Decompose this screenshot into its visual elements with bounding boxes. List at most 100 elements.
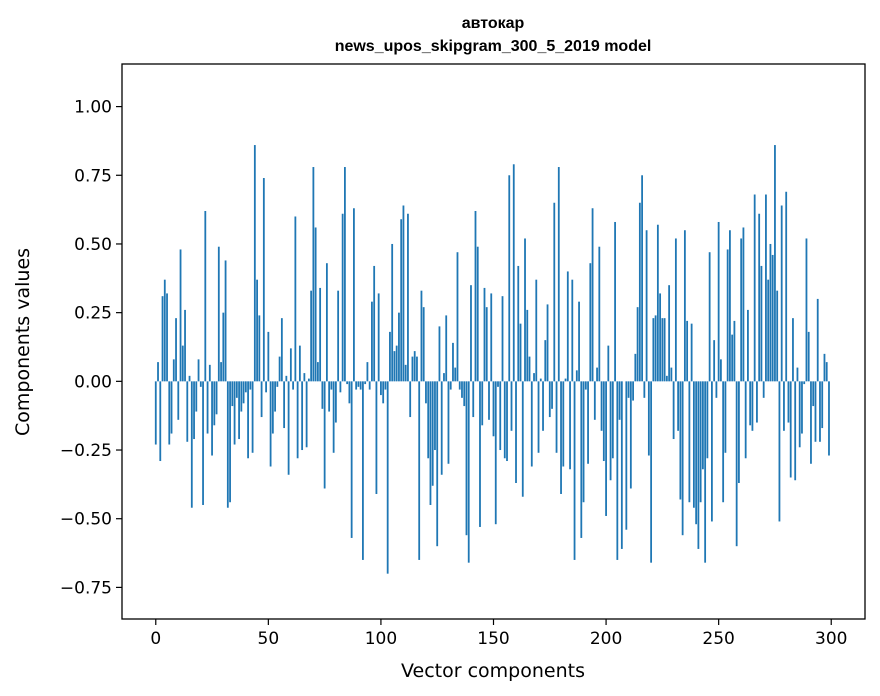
bar-32 bbox=[226, 381, 229, 508]
bar-106 bbox=[393, 351, 396, 382]
bar-29 bbox=[220, 362, 222, 382]
bar-276 bbox=[776, 290, 779, 382]
y-axis-ticks: 1.00 0.75 0.50 0.25 0.00 −0.25 −0.50 −0.75 bbox=[60, 98, 122, 598]
bar-246 bbox=[708, 252, 711, 382]
bar-105 bbox=[391, 243, 394, 382]
chart-title-line1: автокар bbox=[462, 15, 525, 32]
bar-12 bbox=[181, 345, 184, 382]
bar-227 bbox=[665, 375, 668, 382]
bar-110 bbox=[402, 205, 405, 382]
bar-90 bbox=[357, 381, 360, 387]
bar-182 bbox=[564, 378, 567, 382]
bar-214 bbox=[636, 307, 639, 382]
bar-171 bbox=[539, 378, 542, 382]
bar-10 bbox=[177, 381, 180, 420]
bar-159 bbox=[512, 164, 515, 382]
bar-203 bbox=[611, 381, 614, 459]
bar-60 bbox=[289, 348, 292, 382]
bar-179 bbox=[557, 167, 560, 382]
bar-30 bbox=[222, 312, 225, 382]
bar-267 bbox=[756, 381, 758, 423]
bar-77 bbox=[328, 381, 331, 412]
bar-49 bbox=[265, 381, 267, 393]
bar-58 bbox=[285, 375, 288, 382]
bar-189 bbox=[580, 381, 583, 538]
bar-141 bbox=[472, 381, 475, 418]
bar-24 bbox=[208, 364, 211, 382]
bar-193 bbox=[589, 263, 592, 382]
bar-162 bbox=[519, 323, 522, 382]
bar-89 bbox=[355, 381, 358, 390]
bar-181 bbox=[562, 381, 565, 467]
bar-5 bbox=[166, 293, 168, 382]
bar-23 bbox=[206, 381, 209, 434]
bar-68 bbox=[307, 378, 310, 382]
bar-115 bbox=[413, 351, 416, 382]
bar-275 bbox=[774, 145, 776, 382]
bar-131 bbox=[449, 381, 452, 390]
bar-119 bbox=[422, 307, 425, 382]
bar-213 bbox=[634, 353, 637, 382]
bar-228 bbox=[668, 285, 671, 382]
bar-269 bbox=[760, 265, 763, 382]
bar-46 bbox=[258, 315, 261, 382]
bar-138 bbox=[465, 381, 468, 536]
bar-230 bbox=[672, 381, 675, 440]
bar-137 bbox=[463, 381, 466, 407]
bar-186 bbox=[573, 381, 576, 560]
bar-94 bbox=[366, 362, 369, 382]
bar-170 bbox=[537, 381, 540, 453]
bar-248 bbox=[713, 340, 716, 382]
bar-184 bbox=[569, 381, 571, 470]
y-tick-label: −0.50 bbox=[60, 510, 112, 530]
bar-279 bbox=[783, 381, 785, 431]
bar-216 bbox=[641, 175, 643, 382]
bar-224 bbox=[659, 293, 662, 382]
bar-156 bbox=[506, 381, 508, 462]
bar-197 bbox=[598, 246, 601, 382]
bar-261 bbox=[742, 227, 745, 382]
bar-132 bbox=[452, 342, 454, 382]
bar-80 bbox=[334, 381, 337, 423]
bar-31 bbox=[224, 260, 227, 382]
bar-294 bbox=[816, 298, 819, 382]
y-tick-label: 0.00 bbox=[74, 372, 112, 392]
bar-82 bbox=[339, 381, 342, 393]
bar-114 bbox=[411, 356, 414, 382]
bar-70 bbox=[312, 167, 315, 382]
bar-283 bbox=[792, 318, 794, 382]
bar-287 bbox=[801, 381, 803, 434]
bar-288 bbox=[803, 381, 806, 385]
bar-37 bbox=[238, 381, 240, 440]
bar-125 bbox=[436, 381, 439, 547]
bar-185 bbox=[571, 279, 574, 382]
bar-263 bbox=[747, 309, 749, 382]
bar-173 bbox=[544, 340, 547, 382]
bar-177 bbox=[553, 202, 556, 382]
bar-293 bbox=[814, 381, 817, 442]
bar-6 bbox=[168, 381, 171, 445]
bar-253 bbox=[724, 381, 727, 453]
bar-19 bbox=[197, 359, 200, 382]
bar-64 bbox=[298, 345, 301, 382]
bar-192 bbox=[587, 381, 589, 464]
bar-52 bbox=[271, 381, 274, 434]
bar-239 bbox=[692, 381, 695, 508]
bar-295 bbox=[819, 381, 821, 442]
bar-91 bbox=[359, 381, 362, 390]
bar-238 bbox=[690, 323, 693, 382]
y-tick-label: −0.25 bbox=[60, 441, 112, 461]
bar-127 bbox=[440, 381, 443, 475]
bar-204 bbox=[614, 221, 616, 382]
bar-273 bbox=[769, 243, 772, 382]
bar-265 bbox=[751, 381, 754, 431]
bar-176 bbox=[551, 381, 553, 409]
x-tick-label: 150 bbox=[477, 629, 509, 649]
y-axis-label: Components values bbox=[12, 248, 34, 436]
bar-278 bbox=[780, 205, 783, 382]
y-tick-label: 1.00 bbox=[74, 98, 112, 118]
bar-14 bbox=[186, 381, 189, 442]
bar-121 bbox=[427, 381, 430, 459]
bar-233 bbox=[679, 381, 682, 500]
